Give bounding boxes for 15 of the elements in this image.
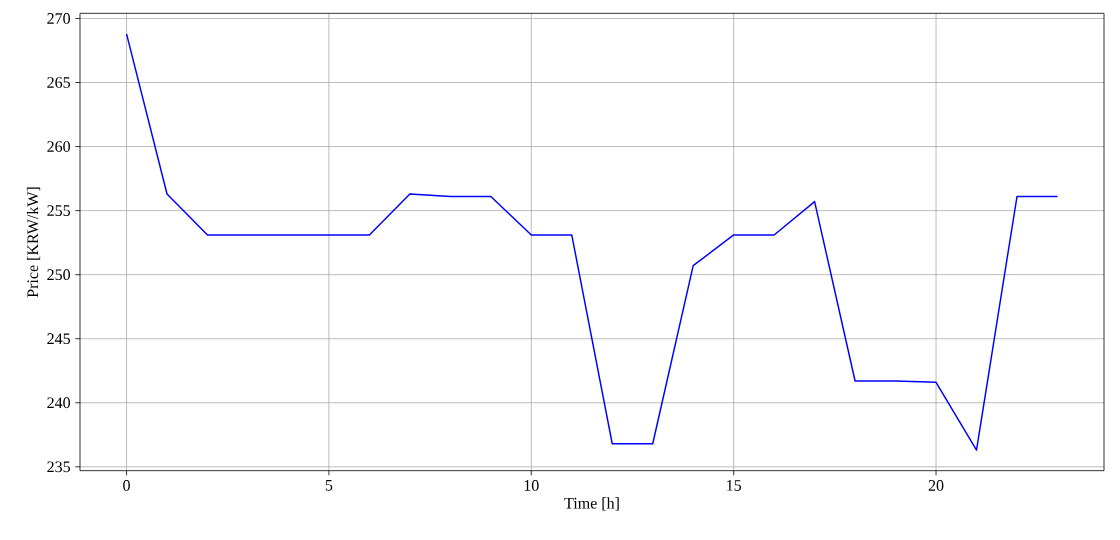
y-tick-label: 260: [47, 141, 71, 152]
x-tick-label: 15: [727, 480, 742, 491]
x-axis-title: Time [h]: [564, 497, 619, 511]
y-tick-label: 270: [47, 13, 71, 24]
x-tick-label: 10: [524, 480, 539, 491]
x-tick-label: 0: [123, 480, 130, 491]
y-tick-label: 240: [47, 397, 71, 409]
y-tick-label: 235: [47, 461, 71, 473]
x-tick-label: 20: [928, 480, 944, 491]
y-tick-label: 265: [47, 77, 71, 88]
y-tick-label: 250: [47, 269, 71, 281]
y-tick-label: 255: [47, 205, 71, 216]
x-tick-label: 5: [325, 480, 333, 491]
y-axis-title: Price [KRW/kW]: [26, 187, 41, 298]
y-tick-label: 245: [47, 333, 71, 345]
